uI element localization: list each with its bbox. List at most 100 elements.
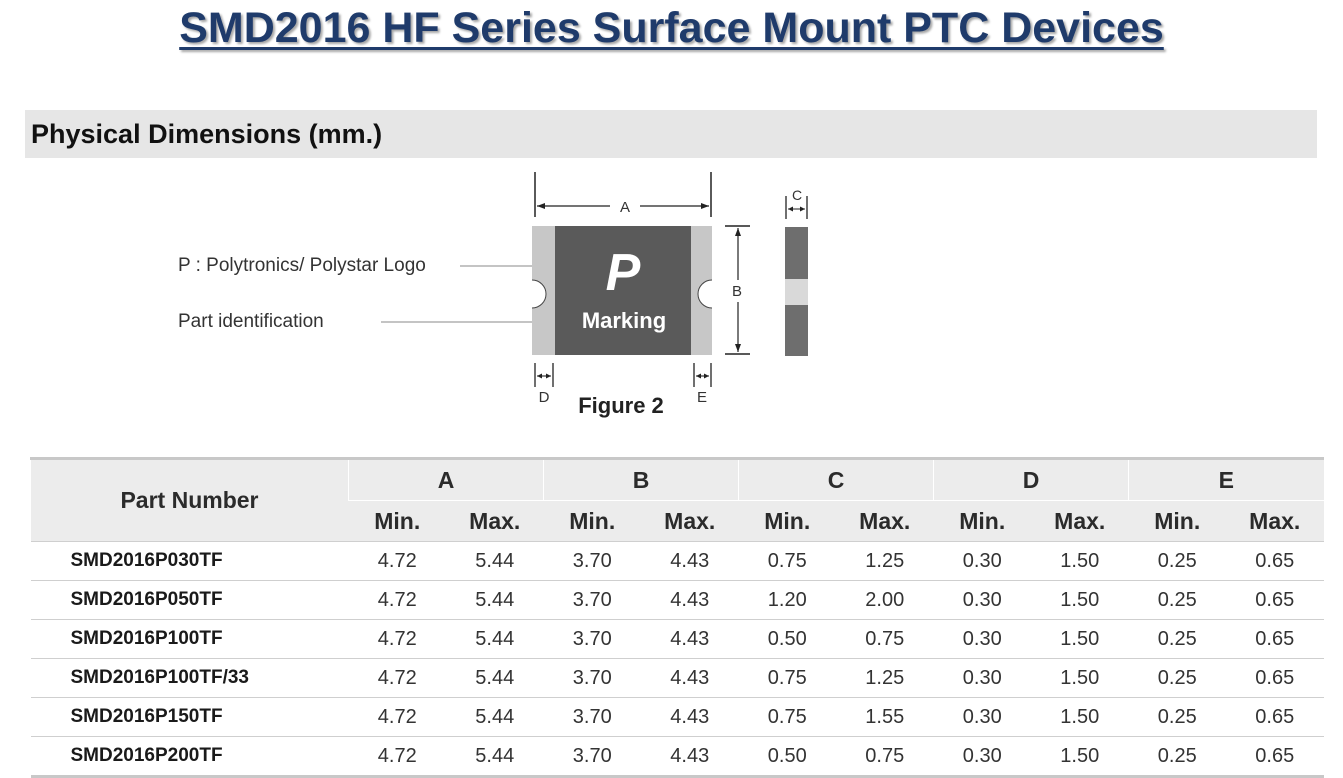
dimension-b-label: B [732,283,742,300]
part-number-cell: SMD2016P100TF [30,619,349,659]
polytronics-logo: P [606,244,641,302]
left-notch [532,280,546,308]
marking-text: Marking [582,308,666,333]
dimension-figure: P : Polytronics/ Polystar Logo Part iden… [178,172,808,418]
dimension-e-label: E [697,389,707,406]
value-cell: 0.25 [1128,658,1226,698]
min-header: Min. [933,500,1031,542]
table-row: SMD2016P030TF 4.72 5.44 3.70 4.43 0.75 1… [30,541,1324,581]
value-cell: 0.65 [1226,736,1324,778]
value-cell: 5.44 [446,541,544,581]
value-cell: 4.43 [641,697,739,737]
value-cell: 3.70 [543,541,641,581]
value-cell: 0.30 [933,580,1031,620]
table-row: SMD2016P150TF 4.72 5.44 3.70 4.43 0.75 1… [30,697,1324,737]
value-cell: 1.20 [738,580,836,620]
figure-caption: Figure 2 [578,393,664,418]
value-cell: 1.50 [1031,658,1129,698]
value-cell: 0.65 [1226,580,1324,620]
value-cell: 3.70 [543,658,641,698]
value-cell: 4.43 [641,736,739,778]
value-cell: 0.65 [1226,619,1324,659]
table-group-header-row: Part Number A B C D E [30,458,1324,542]
min-header: Min. [738,500,836,542]
max-header: Max. [836,500,934,542]
min-header: Min. [1128,500,1226,542]
value-cell: 4.72 [348,619,446,659]
value-cell: 0.75 [836,619,934,659]
part-number-cell: SMD2016P150TF [30,697,349,737]
min-header: Min. [348,500,446,542]
group-header-a: A [348,458,544,501]
dimension-a-label: A [620,199,630,216]
value-cell: 5.44 [446,619,544,659]
value-cell: 3.70 [543,580,641,620]
value-cell: 1.25 [836,658,934,698]
value-cell: 0.50 [738,619,836,659]
page-title: SMD2016 HF Series Surface Mount PTC Devi… [179,4,1164,52]
dimension-d-label: D [539,389,550,406]
value-cell: 0.65 [1226,697,1324,737]
value-cell: 0.25 [1128,619,1226,659]
table-row: SMD2016P200TF 4.72 5.44 3.70 4.43 0.50 0… [30,736,1324,778]
section-header: Physical Dimensions (mm.) [25,110,1317,158]
value-cell: 5.44 [446,580,544,620]
value-cell: 0.25 [1128,736,1226,778]
value-cell: 0.50 [738,736,836,778]
max-header: Max. [1226,500,1324,542]
value-cell: 0.30 [933,541,1031,581]
max-header: Max. [641,500,739,542]
value-cell: 4.72 [348,658,446,698]
side-view-band [785,279,808,305]
value-cell: 4.72 [348,697,446,737]
part-number-cell: SMD2016P200TF [30,736,349,778]
value-cell: 3.70 [543,697,641,737]
value-cell: 4.43 [641,541,739,581]
part-number-header: Part Number [30,458,349,542]
value-cell: 2.00 [836,580,934,620]
group-header-e: E [1128,458,1324,501]
value-cell: 0.75 [738,541,836,581]
value-cell: 0.75 [738,697,836,737]
value-cell: 1.50 [1031,697,1129,737]
value-cell: 1.50 [1031,580,1129,620]
group-header-b: B [543,458,739,501]
group-header-c: C [738,458,934,501]
part-number-cell: SMD2016P030TF [30,541,349,581]
value-cell: 1.50 [1031,541,1129,581]
group-header-d: D [933,458,1129,501]
value-cell: 3.70 [543,736,641,778]
value-cell: 3.70 [543,619,641,659]
value-cell: 5.44 [446,697,544,737]
value-cell: 0.25 [1128,697,1226,737]
value-cell: 0.30 [933,697,1031,737]
value-cell: 5.44 [446,736,544,778]
min-header: Min. [543,500,641,542]
value-cell: 1.55 [836,697,934,737]
component-body [555,226,691,355]
value-cell: 4.43 [641,619,739,659]
part-callout-label: Part identification [178,311,324,332]
value-cell: 4.72 [348,580,446,620]
value-cell: 0.25 [1128,541,1226,581]
value-cell: 0.65 [1226,541,1324,581]
dimension-c-label: C [792,187,802,203]
value-cell: 1.50 [1031,736,1129,778]
value-cell: 0.30 [933,658,1031,698]
logo-callout-label: P : Polytronics/ Polystar Logo [178,255,426,276]
value-cell: 0.25 [1128,580,1226,620]
value-cell: 1.25 [836,541,934,581]
part-number-cell: SMD2016P050TF [30,580,349,620]
value-cell: 0.75 [738,658,836,698]
value-cell: 0.75 [836,736,934,778]
value-cell: 5.44 [446,658,544,698]
section-title: Physical Dimensions (mm.) [31,119,383,149]
dimensions-table: Part Number A B C D E Min. Max. Min. Max… [30,457,1324,778]
table-row: SMD2016P100TF 4.72 5.44 3.70 4.43 0.50 0… [30,619,1324,659]
table-minmax-header-row: Min. Max. Min. Max. Min. Max. Min. Max. … [31,500,1324,542]
value-cell: 0.30 [933,736,1031,778]
table-row: SMD2016P050TF 4.72 5.44 3.70 4.43 1.20 2… [30,580,1324,620]
table-row: SMD2016P100TF/33 4.72 5.44 3.70 4.43 0.7… [30,658,1324,698]
value-cell: 4.72 [348,541,446,581]
value-cell: 4.43 [641,580,739,620]
